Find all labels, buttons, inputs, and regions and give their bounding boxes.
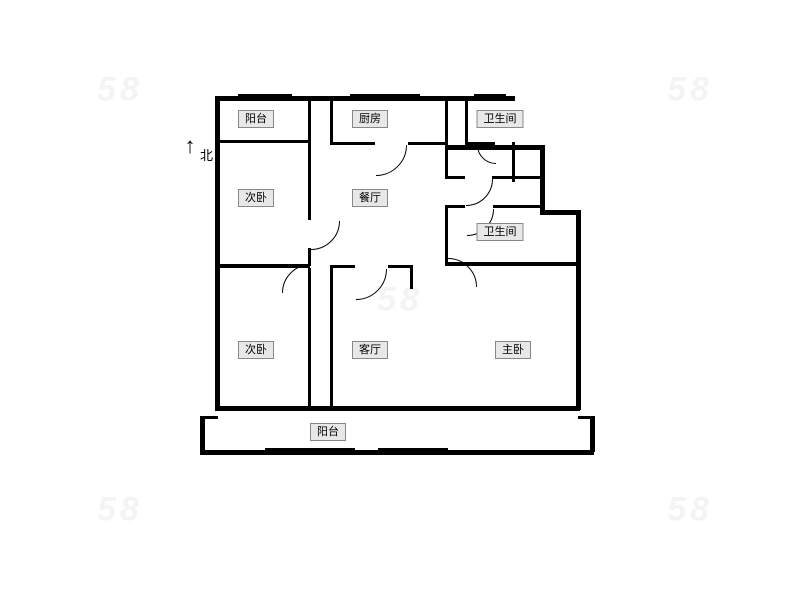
wall-segment xyxy=(215,96,220,410)
wall-segment xyxy=(445,96,448,176)
wall-segment xyxy=(492,176,542,179)
wall-segment xyxy=(265,448,355,450)
wall-segment xyxy=(465,96,468,144)
wall-segment xyxy=(228,406,288,408)
wall-segment xyxy=(330,96,333,144)
wall-segment xyxy=(308,140,311,220)
wall-segment xyxy=(238,94,292,96)
wall-segment xyxy=(330,268,333,410)
wall-segment xyxy=(474,94,506,96)
wall-segment xyxy=(330,265,355,268)
wall-segment xyxy=(200,450,594,455)
north-label: 北 xyxy=(200,145,213,164)
north-indicator: ↑ 北 xyxy=(170,135,210,157)
room-label-bedroom-2a: 次卧 xyxy=(238,189,274,207)
room-label-dining: 餐厅 xyxy=(352,189,388,207)
room-label-bath-2: 卫生间 xyxy=(477,223,524,241)
watermark: 58 xyxy=(377,281,423,320)
watermark: 58 xyxy=(97,491,143,530)
wall-segment xyxy=(308,96,311,144)
room-label-bedroom-2b: 次卧 xyxy=(238,341,274,359)
room-label-master: 主卧 xyxy=(495,341,531,359)
room-label-balcony-north: 阳台 xyxy=(238,110,274,128)
wall-segment xyxy=(330,142,375,145)
wall-segment xyxy=(590,416,595,452)
wall-segment xyxy=(576,210,581,410)
wall-segment xyxy=(350,94,420,96)
room-label-living: 客厅 xyxy=(352,341,388,359)
door-swing-icon xyxy=(282,192,340,250)
floorplan-canvas: ↑ 北 阳台厨房卫生间次卧餐厅卫生间次卧客厅主卧阳台 5858585858 xyxy=(0,0,800,600)
wall-segment xyxy=(445,205,465,208)
wall-segment xyxy=(200,416,205,452)
wall-segment xyxy=(215,140,310,143)
wall-segment xyxy=(408,142,448,145)
room-label-kitchen: 厨房 xyxy=(352,110,388,128)
wall-segment xyxy=(410,265,413,289)
wall-segment xyxy=(378,448,448,450)
door-swing-icon xyxy=(419,258,477,316)
door-swing-icon xyxy=(325,238,387,300)
wall-segment xyxy=(445,176,465,179)
watermark: 58 xyxy=(667,71,713,110)
wall-segment xyxy=(578,416,594,419)
wall-segment xyxy=(215,96,515,101)
room-label-balcony-south: 阳台 xyxy=(310,423,346,441)
watermark: 58 xyxy=(97,71,143,110)
wall-segment xyxy=(445,205,448,265)
room-label-bath-1: 卫生间 xyxy=(477,110,524,128)
wall-segment xyxy=(478,406,548,408)
wall-segment xyxy=(540,210,580,215)
wall-segment xyxy=(493,205,543,208)
wall-segment xyxy=(200,416,218,419)
watermark: 58 xyxy=(667,491,713,530)
wall-segment xyxy=(465,142,495,145)
